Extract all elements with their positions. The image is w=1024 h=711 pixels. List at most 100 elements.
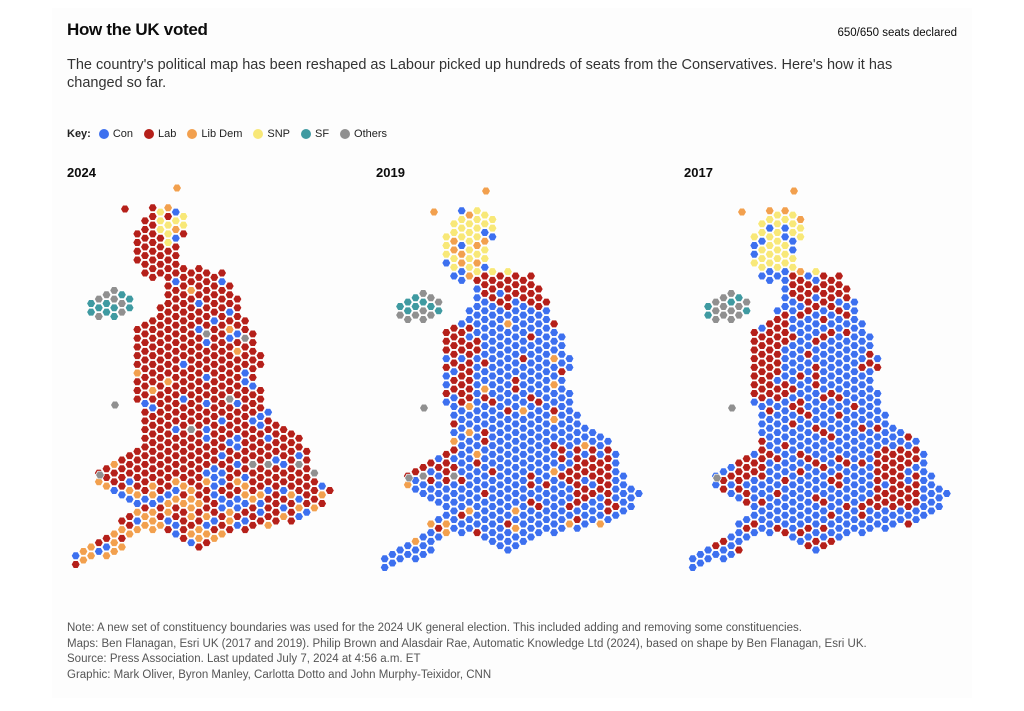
snp-swatch xyxy=(253,129,264,139)
constituency-hex-lab xyxy=(155,251,166,260)
constituency-hex-con xyxy=(147,499,158,508)
constituency-hex-con xyxy=(255,412,266,421)
constituency-hex-con xyxy=(780,223,790,233)
constituency-hex-con xyxy=(495,437,506,446)
constituency-hex-lab xyxy=(201,416,212,426)
constituency-hex-con xyxy=(626,502,636,511)
constituency-hex-con xyxy=(464,306,475,315)
constituency-hex-lab xyxy=(564,476,575,485)
constituency-hex-lab xyxy=(433,524,444,533)
constituency-hex-con xyxy=(456,528,467,537)
constituency-hex-lab xyxy=(818,332,829,342)
constituency-hex-con xyxy=(857,450,867,459)
constituency-hex-con xyxy=(795,302,806,311)
constituency-hex-libdem xyxy=(201,512,212,521)
constituency-hex-lab xyxy=(749,328,760,337)
constituency-hex-con xyxy=(826,450,837,459)
constituency-hex-con xyxy=(510,428,521,437)
constituency-hex-lab xyxy=(209,281,220,291)
constituency-hex-sf xyxy=(124,294,135,304)
constituency-hex-con xyxy=(864,471,875,481)
constituency-hex-lab xyxy=(232,373,243,382)
constituency-hex-lab xyxy=(186,338,197,347)
constituency-hex-con xyxy=(718,467,729,476)
constituency-hex-con xyxy=(217,416,227,426)
constituency-hex-lab xyxy=(170,312,181,321)
libdem-swatch xyxy=(187,129,198,139)
constituency-hex-con xyxy=(533,354,544,363)
constituency-hex-lab xyxy=(140,468,150,478)
constituency-hex-con xyxy=(201,338,212,347)
constituency-hex-lab xyxy=(472,458,482,468)
constituency-hex-lab xyxy=(587,489,598,498)
constituency-hex-lab xyxy=(163,360,173,369)
constituency-hex-con xyxy=(787,463,798,472)
constituency-hex-lab xyxy=(811,380,821,389)
constituency-hex-con xyxy=(818,480,829,489)
constituency-hex-con xyxy=(618,506,629,516)
constituency-hex-con xyxy=(433,498,444,507)
footnotes: Note: A new set of constituency boundari… xyxy=(67,621,867,683)
constituency-hex-lab xyxy=(140,460,150,469)
constituency-hex-libdem xyxy=(518,406,529,416)
constituency-hex-lab xyxy=(147,473,158,482)
constituency-hex-lab xyxy=(140,390,150,399)
constituency-hex-lab xyxy=(464,384,475,394)
constituency-hex-con xyxy=(849,445,860,455)
constituency-hex-lab xyxy=(418,463,429,472)
constituency-hex-lab xyxy=(132,455,143,465)
constituency-hex-lab xyxy=(456,476,467,485)
constituency-hex-con xyxy=(518,502,529,511)
constituency-hex-con xyxy=(803,419,814,429)
constituency-hex-con xyxy=(880,506,891,516)
constituency-hex-con xyxy=(749,484,760,494)
constituency-hex-con xyxy=(549,397,559,407)
constituency-hex-con xyxy=(787,358,798,368)
constituency-hex-lab xyxy=(217,373,227,382)
constituency-hex-others xyxy=(718,310,729,320)
constituency-hex-lab xyxy=(587,445,598,455)
constituency-hex-lab xyxy=(140,216,150,225)
constituency-hex-con xyxy=(818,402,829,411)
constituency-hex-lab xyxy=(710,541,721,550)
constituency-hex-con xyxy=(556,402,567,411)
constituency-hex-lab xyxy=(795,450,806,459)
constituency-hex-lab xyxy=(286,455,297,465)
constituency-hex-con xyxy=(209,473,220,482)
constituency-hex-lab xyxy=(772,324,783,333)
constituency-hex-con xyxy=(849,419,860,429)
constituency-hex-con xyxy=(240,473,250,482)
constituency-hex-lab xyxy=(526,280,536,289)
constituency-hex-others xyxy=(109,294,120,304)
constituency-hex-con xyxy=(526,532,536,542)
constituency-hex-lab xyxy=(472,276,482,285)
constituency-hex-libdem xyxy=(163,499,173,508)
constituency-hex-con xyxy=(826,528,837,537)
constituency-hex-lab xyxy=(595,458,606,468)
constituency-hex-con xyxy=(764,432,775,442)
constituency-hex-con xyxy=(549,528,559,537)
constituency-hex-con xyxy=(518,476,529,485)
constituency-hex-con xyxy=(209,516,220,526)
constituency-hex-lab xyxy=(880,489,891,498)
constituency-hex-con xyxy=(479,350,490,359)
constituency-hex-con xyxy=(803,332,814,342)
constituency-hex-lab xyxy=(194,447,204,456)
constituency-hex-con xyxy=(487,363,498,372)
constituency-hex-con xyxy=(564,363,575,372)
constituency-hex-lab xyxy=(186,451,197,460)
constituency-hex-con xyxy=(749,241,760,250)
constituency-hex-con xyxy=(487,328,498,337)
constituency-hex-libdem xyxy=(789,186,799,196)
constituency-hex-lab xyxy=(749,345,760,355)
constituency-hex-lab xyxy=(194,403,204,413)
constituency-hex-con xyxy=(595,450,606,459)
constituency-hex-con xyxy=(780,276,790,285)
constituency-hex-lab xyxy=(247,512,258,521)
constituency-hex-con xyxy=(564,354,575,363)
constituency-hex-lab xyxy=(294,477,304,486)
constituency-hex-con xyxy=(495,463,506,472)
constituency-hex-con xyxy=(734,493,744,503)
constituency-hex-lab xyxy=(163,421,173,430)
constituency-hex-con xyxy=(472,519,482,529)
